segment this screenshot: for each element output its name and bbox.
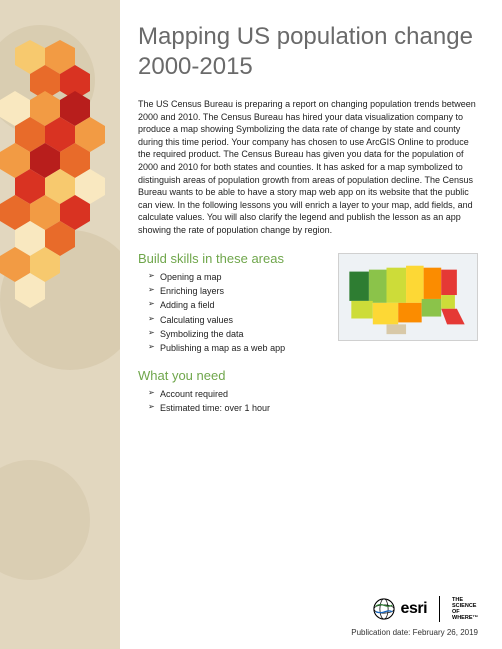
us-map-thumbnail (338, 253, 478, 341)
list-item: Account required (138, 387, 478, 401)
skills-heading: Build skills in these areas (138, 251, 328, 266)
brand-tagline: THE SCIENCE OF WHERE™ (452, 597, 478, 621)
globe-icon (373, 598, 395, 620)
list-item: Publishing a map as a web app (138, 341, 328, 355)
list-item: Calculating values (138, 313, 328, 327)
list-item: Opening a map (138, 270, 328, 284)
choropleth-map-icon (339, 254, 477, 340)
esri-logo: esri THE SCIENCE OF WHERE™ (373, 596, 478, 622)
list-item: Adding a field (138, 298, 328, 312)
list-item: Estimated time: over 1 hour (138, 401, 478, 415)
main-content: Mapping US population change 2000-2015 T… (120, 0, 502, 649)
list-item: Symbolizing the data (138, 327, 328, 341)
brand-text: esri (401, 600, 427, 618)
page-title: Mapping US population change 2000-2015 (138, 22, 478, 82)
footer: esri THE SCIENCE OF WHERE™ Publication d… (138, 596, 478, 637)
need-heading: What you need (138, 368, 478, 383)
skills-list: Opening a map Enriching layers Adding a … (138, 270, 328, 356)
list-item: Enriching layers (138, 284, 328, 298)
need-list: Account required Estimated time: over 1 … (138, 387, 478, 416)
decorative-sidebar (0, 0, 120, 649)
publication-date: Publication date: February 26, 2019 (351, 628, 478, 637)
intro-paragraph: The US Census Bureau is preparing a repo… (138, 98, 478, 237)
logo-divider (439, 596, 440, 622)
hexagon-terrain-graphic (0, 0, 120, 649)
